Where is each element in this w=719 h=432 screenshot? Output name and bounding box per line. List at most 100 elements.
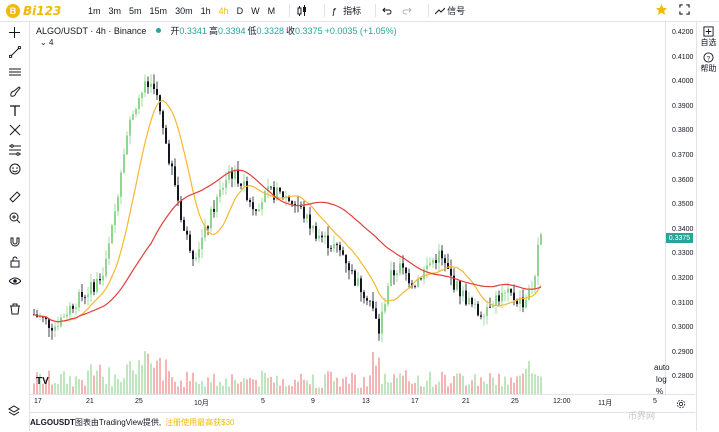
candle: [465, 283, 467, 306]
candle: [315, 222, 317, 242]
emoji-tool[interactable]: [7, 161, 22, 176]
candle: [438, 243, 440, 272]
pattern-tool[interactable]: [7, 122, 22, 137]
interval-d[interactable]: D: [236, 5, 244, 16]
brush-tool[interactable]: [7, 84, 22, 99]
interval-m[interactable]: M: [267, 5, 276, 16]
candle: [156, 81, 158, 100]
volume-bar: [339, 386, 341, 394]
candle-type-button[interactable]: [296, 4, 310, 17]
volume-bar: [159, 357, 161, 394]
brush-icon: [9, 85, 21, 97]
volume-bar: [141, 365, 143, 394]
candle: [135, 107, 137, 118]
candle: [219, 180, 221, 203]
magnet-tool[interactable]: [7, 234, 22, 249]
favorite-star-icon[interactable]: [655, 3, 668, 16]
volume-bar: [180, 380, 182, 394]
help-button[interactable]: ? 帮助: [697, 52, 719, 74]
time-tick-label: 5: [261, 398, 265, 405]
candle: [345, 254, 347, 273]
time-axis[interactable]: [30, 394, 695, 411]
fullscreen-icon[interactable]: [679, 4, 690, 15]
price-tick-label: 0.3900: [672, 102, 694, 110]
auto-scale-toggle[interactable]: auto: [654, 363, 670, 372]
volume-bar: [144, 351, 146, 394]
volume-bar: [312, 374, 314, 394]
interval-1m[interactable]: 1m: [88, 5, 101, 16]
candle: [168, 139, 170, 166]
candle: [486, 300, 488, 325]
trendline-tool[interactable]: [7, 44, 22, 59]
interval-3m[interactable]: 3m: [108, 5, 122, 16]
zoom-tool[interactable]: [7, 210, 22, 225]
volume-bar: [336, 377, 338, 394]
interval-5m[interactable]: 5m: [129, 5, 142, 16]
volume-bar: [501, 386, 503, 394]
fib-tool[interactable]: [7, 142, 22, 157]
price-tick-label: 0.3100: [672, 299, 694, 307]
watchlist-button[interactable]: 自选: [697, 26, 719, 48]
volume-bar: [300, 373, 302, 394]
interval-30m[interactable]: 30m: [175, 5, 193, 16]
symbol-title[interactable]: ALGO/USDT · 4h · Binance: [36, 25, 147, 36]
help-label: 帮助: [700, 64, 717, 73]
volume-bar: [117, 379, 119, 394]
crosshair-tool[interactable]: [7, 25, 22, 40]
volume-bar: [363, 377, 365, 394]
footer-symbol[interactable]: ALGOUSDT: [30, 418, 75, 427]
volume-bar: [171, 377, 173, 394]
lock-tool[interactable]: [7, 254, 22, 269]
candle: [306, 213, 308, 224]
price-tick-label: 0.2800: [672, 373, 694, 381]
tradingview-logo[interactable]: TV: [36, 376, 49, 387]
volume-bar: [498, 373, 500, 394]
candle: [441, 245, 443, 266]
volume-bar: [384, 373, 386, 394]
text-tool[interactable]: [7, 103, 22, 118]
volume-bar: [210, 382, 212, 394]
horizontal-lines-tool[interactable]: [7, 64, 22, 79]
delete-drawings-tool[interactable]: [7, 301, 22, 316]
ruler-tool[interactable]: [7, 189, 22, 204]
candlestick-chart[interactable]: [30, 22, 664, 394]
candle: [99, 273, 101, 285]
indicator-collapse-toggle[interactable]: ⌄ 4: [40, 38, 53, 47]
price-axis[interactable]: [665, 22, 696, 394]
candle: [294, 200, 296, 213]
volume-bar: [480, 377, 482, 394]
interval-4h[interactable]: 4h: [218, 5, 229, 16]
footer-source[interactable]: 图表由TradingView提供,: [74, 418, 162, 427]
candle: [471, 296, 473, 308]
candle: [321, 231, 323, 243]
register-promo-link[interactable]: 注册使用最高获$30: [165, 418, 235, 427]
volume-bar: [330, 371, 332, 394]
candle: [150, 74, 152, 94]
candle: [507, 282, 509, 302]
candle: [174, 158, 176, 187]
log-scale-toggle[interactable]: log: [656, 375, 667, 384]
candle: [396, 269, 398, 283]
signals-button[interactable]: 信号: [435, 4, 465, 17]
volume-bar: [495, 384, 497, 394]
brand-logo[interactable]: B Bi123: [0, 0, 72, 21]
candle: [354, 269, 356, 286]
object-tree-button[interactable]: [8, 404, 20, 422]
interval-1h[interactable]: 1h: [200, 5, 211, 16]
price-tick-label: 0.4100: [672, 53, 694, 61]
percent-scale-toggle[interactable]: %: [656, 387, 664, 396]
signals-label: 信号: [447, 6, 466, 16]
interval-15m[interactable]: 15m: [149, 5, 168, 16]
chart-pane[interactable]: [30, 22, 664, 394]
candle: [387, 282, 389, 307]
close-label: 收: [286, 26, 296, 36]
indicators-button[interactable]: ƒ 指标: [331, 4, 361, 17]
hide-drawings-tool[interactable]: [7, 273, 22, 288]
redo-button[interactable]: [402, 6, 414, 16]
undo-button[interactable]: [382, 6, 394, 16]
candle: [54, 321, 56, 337]
volume-bar: [399, 373, 401, 394]
volume-bar: [261, 370, 263, 394]
interval-w[interactable]: W: [251, 5, 260, 16]
gear-icon[interactable]: [676, 399, 686, 409]
